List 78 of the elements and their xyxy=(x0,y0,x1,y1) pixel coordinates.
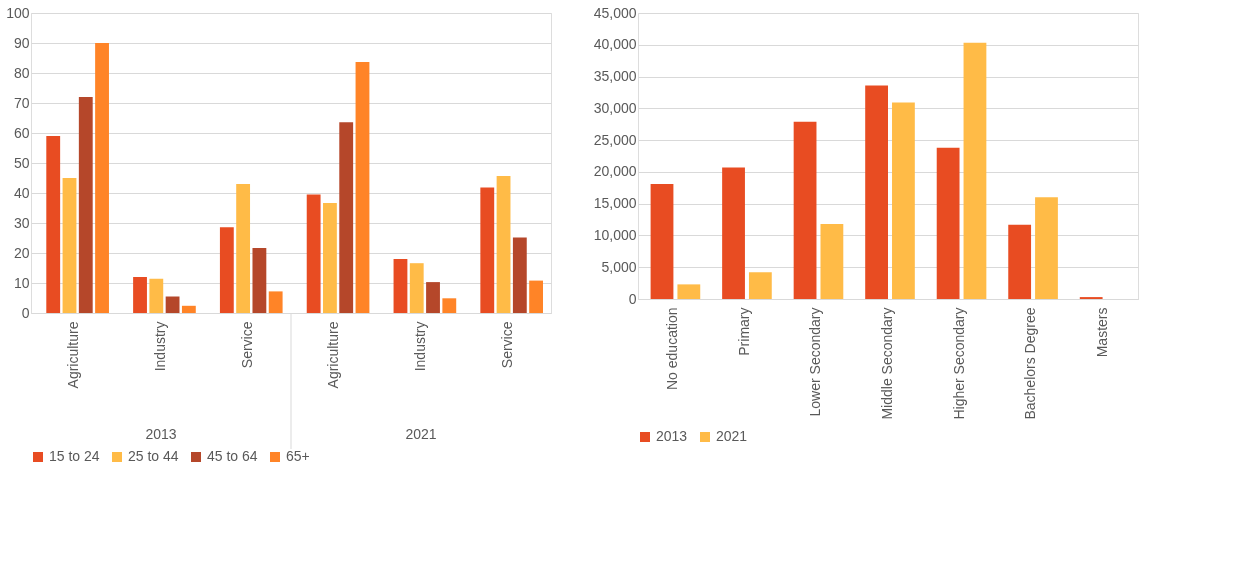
legend-label: 2021 xyxy=(716,428,748,444)
bar xyxy=(219,227,234,313)
bar xyxy=(78,97,93,313)
bar xyxy=(95,43,109,313)
bar xyxy=(252,247,267,313)
x-tick-label: Service xyxy=(238,321,255,369)
bar xyxy=(409,263,424,313)
x-tick-label: Bachelors Degree xyxy=(1022,307,1039,420)
bar xyxy=(442,298,457,313)
bar xyxy=(748,272,772,299)
bar xyxy=(165,296,180,313)
y-tick-label: 100 xyxy=(6,4,30,21)
bar xyxy=(650,183,674,299)
bar xyxy=(512,237,527,313)
legend-label: 2013 xyxy=(656,428,688,444)
bar xyxy=(323,202,337,313)
y-tick-label: 45,000 xyxy=(593,4,637,21)
y-tick-label: 70 xyxy=(13,94,30,111)
y-tick-label: 40 xyxy=(13,184,30,201)
bar xyxy=(793,121,817,299)
y-tick-label: 20,000 xyxy=(593,163,637,180)
y-tick-label: 5,000 xyxy=(601,258,637,275)
y-tick-label: 0 xyxy=(21,304,30,321)
legend-label: 25 to 44 xyxy=(128,448,179,464)
y-tick-label: 20 xyxy=(13,244,30,261)
bar xyxy=(46,136,61,313)
y-tick-label: 50 xyxy=(13,154,30,171)
y-tick-label: 10,000 xyxy=(593,226,637,243)
bar xyxy=(236,184,251,313)
bar xyxy=(306,194,321,313)
x-tick-label: Primary xyxy=(735,307,752,356)
text: 2013 xyxy=(145,426,177,442)
y-tick-label: 60 xyxy=(13,124,30,141)
bar xyxy=(963,42,987,299)
y-tick-label: 25,000 xyxy=(593,131,637,148)
legend-label: 15 to 24 xyxy=(49,448,100,464)
bar xyxy=(722,167,745,299)
bar xyxy=(936,147,960,299)
x-tick-label: Industry xyxy=(412,321,429,372)
x-tick-label: Industry xyxy=(151,321,168,372)
bar xyxy=(1008,224,1032,299)
bar xyxy=(339,122,354,313)
legend-label: 65+ xyxy=(286,448,310,464)
bar xyxy=(62,178,77,313)
bar xyxy=(892,102,915,299)
bar xyxy=(268,291,283,313)
bar xyxy=(865,85,888,299)
x-tick-label: Masters xyxy=(1093,307,1110,358)
x-tick-label: Higher Secondary xyxy=(950,307,967,420)
bar xyxy=(677,284,701,299)
y-tick-label: 30 xyxy=(13,214,30,231)
y-tick-label: 30,000 xyxy=(593,99,637,116)
y-tick-label: 90 xyxy=(13,34,30,51)
y-tick-label: 35,000 xyxy=(593,68,637,85)
x-tick-label: Service xyxy=(499,321,516,369)
y-tick-label: 80 xyxy=(13,64,30,81)
bar xyxy=(529,280,544,313)
y-tick-label: 40,000 xyxy=(593,36,637,53)
x-tick-label: Lower Secondary xyxy=(807,307,824,417)
x-tick-label: No education xyxy=(664,307,681,391)
text: 2021 xyxy=(405,426,437,442)
bar xyxy=(1035,197,1058,299)
bar xyxy=(133,277,147,313)
bar xyxy=(426,282,440,313)
bar xyxy=(496,175,511,313)
x-tick-label: Agriculture xyxy=(325,321,342,389)
y-tick-label: 15,000 xyxy=(593,195,637,212)
bar xyxy=(480,187,495,313)
x-tick-label: Agriculture xyxy=(64,321,81,389)
x-tick-label: Middle Secondary xyxy=(879,307,895,420)
bar xyxy=(820,224,844,299)
bar xyxy=(181,305,196,313)
bar xyxy=(149,278,164,313)
bar xyxy=(355,61,370,313)
y-tick-label: 0 xyxy=(628,290,637,307)
legend-label: 45 to 64 xyxy=(207,448,258,464)
bar xyxy=(393,259,408,313)
y-tick-label: 10 xyxy=(13,274,30,291)
